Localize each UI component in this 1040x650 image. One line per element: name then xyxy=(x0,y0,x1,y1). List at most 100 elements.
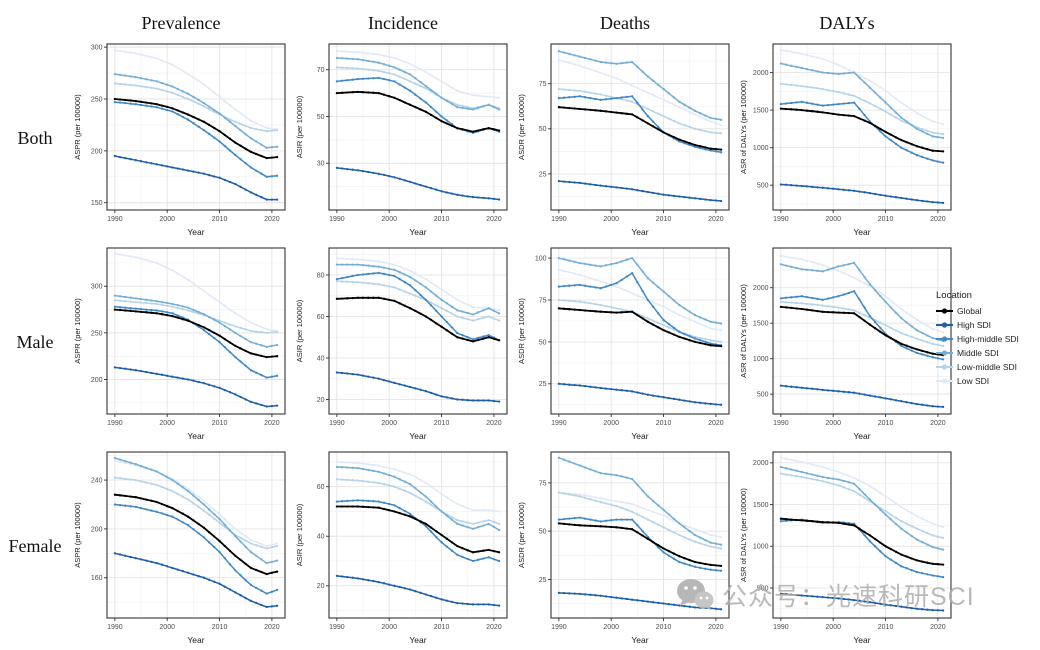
svg-text:1500: 1500 xyxy=(753,107,769,114)
svg-text:200: 200 xyxy=(91,377,103,384)
legend-item-global: Global xyxy=(936,306,1038,316)
svg-text:50: 50 xyxy=(539,339,547,346)
svg-text:Year: Year xyxy=(409,635,426,645)
svg-text:75: 75 xyxy=(539,480,547,487)
legend-label: High SDI xyxy=(957,320,992,330)
svg-text:50: 50 xyxy=(539,126,547,133)
svg-text:30: 30 xyxy=(317,161,325,168)
svg-text:ASIR (per 100000): ASIR (per 100000) xyxy=(295,503,304,566)
svg-text:ASDR (per 100000): ASDR (per 100000) xyxy=(517,502,526,568)
svg-text:2000: 2000 xyxy=(825,216,841,223)
svg-text:2010: 2010 xyxy=(878,216,894,223)
svg-text:60: 60 xyxy=(317,314,325,321)
legend-item-low-sdi: Low SDI xyxy=(936,376,1038,386)
svg-text:2000: 2000 xyxy=(825,420,841,427)
svg-text:2010: 2010 xyxy=(212,216,228,223)
svg-text:2000: 2000 xyxy=(753,70,769,77)
svg-text:160: 160 xyxy=(91,575,103,582)
svg-text:20: 20 xyxy=(317,397,325,404)
svg-text:250: 250 xyxy=(91,96,103,103)
svg-text:2010: 2010 xyxy=(212,420,228,427)
legend-label: Middle SDI xyxy=(957,348,999,358)
svg-text:Year: Year xyxy=(409,227,426,237)
svg-text:2000: 2000 xyxy=(603,216,619,223)
svg-text:240: 240 xyxy=(91,477,103,484)
svg-text:2020: 2020 xyxy=(264,624,280,631)
svg-text:2020: 2020 xyxy=(264,216,280,223)
legend-item-high-middle-sdi: High-middle SDI xyxy=(936,334,1038,344)
legend-label: Low SDI xyxy=(957,376,990,386)
chart-male-incidence: 20 40 60 80 1990 2000 2010 2020 ASIR (per 100000… xyxy=(295,247,508,441)
svg-text:50: 50 xyxy=(317,114,325,121)
chart-male-dalys: 500 1000 1500 2000 1990 2000 2010 2020 ASR of DA… xyxy=(739,247,952,441)
svg-text:1990: 1990 xyxy=(107,420,123,427)
legend-label: Low-middle SDI xyxy=(957,362,1017,372)
svg-text:300: 300 xyxy=(91,284,103,291)
chart-both-deaths: 25 50 75 1990 2000 2010 2020 ASDR (per 100000) Y… xyxy=(517,43,730,237)
legend-marker xyxy=(936,378,953,384)
svg-text:1990: 1990 xyxy=(551,624,567,631)
svg-text:1000: 1000 xyxy=(753,544,769,551)
svg-text:2010: 2010 xyxy=(656,420,672,427)
svg-text:2010: 2010 xyxy=(878,624,894,631)
figure-grid: Prevalence Incidence Deaths DALYs Both 1… xyxy=(0,0,952,645)
svg-text:2000: 2000 xyxy=(753,460,769,467)
svg-text:2020: 2020 xyxy=(708,216,724,223)
svg-text:ASDR (per 100000): ASDR (per 100000) xyxy=(517,298,526,364)
svg-text:Year: Year xyxy=(187,431,204,441)
chart-both-dalys: 500 1000 1500 2000 1990 2000 2010 2020 ASR of DA… xyxy=(739,43,952,237)
svg-text:1990: 1990 xyxy=(773,624,789,631)
svg-text:2010: 2010 xyxy=(878,420,894,427)
row-title-male: Male xyxy=(16,331,54,352)
svg-text:Year: Year xyxy=(409,431,426,441)
svg-text:1990: 1990 xyxy=(551,216,567,223)
chart-both-prevalence: 150 200 250 300 1990 2000 2010 2020 ASPR (per 10… xyxy=(73,43,286,237)
svg-text:ASPR (per 100000): ASPR (per 100000) xyxy=(73,94,82,160)
svg-text:500: 500 xyxy=(757,585,769,592)
svg-text:Year: Year xyxy=(631,635,648,645)
svg-text:1990: 1990 xyxy=(773,216,789,223)
legend-label: High-middle SDI xyxy=(957,334,1019,344)
svg-text:2010: 2010 xyxy=(434,624,450,631)
svg-text:Year: Year xyxy=(853,227,870,237)
svg-text:1990: 1990 xyxy=(107,216,123,223)
svg-text:1990: 1990 xyxy=(329,624,345,631)
svg-text:500: 500 xyxy=(757,392,769,399)
legend-marker xyxy=(936,322,953,328)
svg-text:70: 70 xyxy=(317,67,325,74)
svg-text:1990: 1990 xyxy=(107,624,123,631)
chart-female-dalys: 500 1000 1500 2000 1990 2000 2010 2020 ASR of DA… xyxy=(739,451,952,645)
svg-text:2020: 2020 xyxy=(486,624,502,631)
svg-text:1500: 1500 xyxy=(753,502,769,509)
svg-text:2020: 2020 xyxy=(708,624,724,631)
corner-spacer xyxy=(0,0,70,36)
svg-text:ASIR (per 100000): ASIR (per 100000) xyxy=(295,299,304,362)
svg-text:200: 200 xyxy=(91,526,103,533)
legend-item-high-sdi: High SDI xyxy=(936,320,1038,330)
svg-text:Year: Year xyxy=(631,227,648,237)
svg-text:60: 60 xyxy=(317,484,325,491)
svg-text:25: 25 xyxy=(539,577,547,584)
row-title-female: Female xyxy=(8,535,62,556)
svg-text:150: 150 xyxy=(91,200,103,207)
chart-male-deaths: 25 50 75 100 1990 2000 2010 2020 ASDR (per 10000… xyxy=(517,247,730,441)
svg-text:ASR of DALYs (per 100000): ASR of DALYs (per 100000) xyxy=(739,80,748,174)
svg-text:Year: Year xyxy=(853,635,870,645)
svg-text:20: 20 xyxy=(317,583,325,590)
svg-text:2000: 2000 xyxy=(159,624,175,631)
svg-text:40: 40 xyxy=(317,355,325,362)
svg-text:25: 25 xyxy=(539,381,547,388)
svg-text:1990: 1990 xyxy=(773,420,789,427)
chart-female-deaths: 25 50 75 1990 2000 2010 2020 ASDR (per 100000) Y… xyxy=(517,451,730,645)
watermark: 公众号：光速科研SCI xyxy=(676,577,975,613)
svg-text:2000: 2000 xyxy=(603,420,619,427)
svg-text:80: 80 xyxy=(317,272,325,279)
svg-text:2010: 2010 xyxy=(656,624,672,631)
svg-text:2000: 2000 xyxy=(603,624,619,631)
row-title-both: Both xyxy=(17,127,53,148)
svg-text:2020: 2020 xyxy=(486,216,502,223)
svg-text:2010: 2010 xyxy=(656,216,672,223)
svg-text:25: 25 xyxy=(539,171,547,178)
svg-text:Year: Year xyxy=(853,431,870,441)
